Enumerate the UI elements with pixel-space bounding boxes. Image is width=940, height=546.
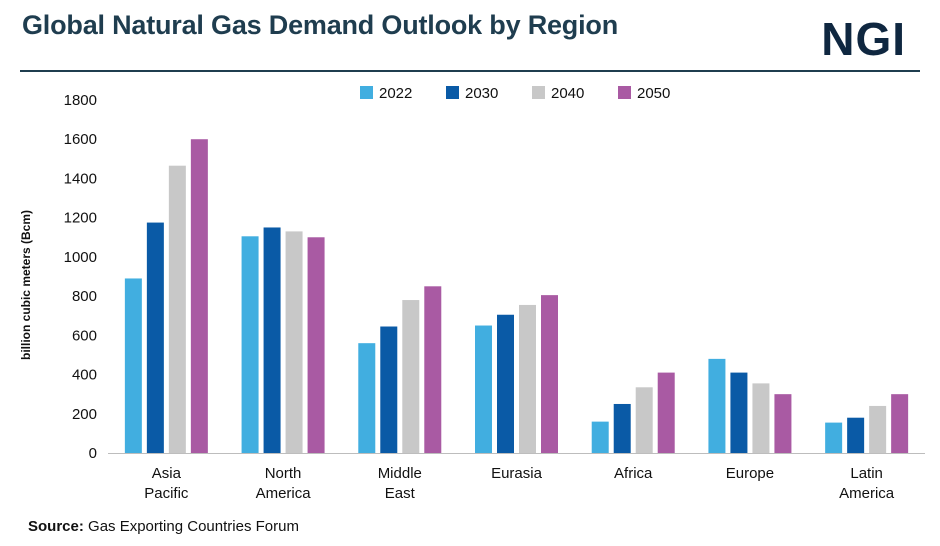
y-tick-label: 1800 bbox=[64, 92, 97, 109]
bar-2040 bbox=[635, 387, 653, 453]
y-tick-label: 0 bbox=[89, 445, 97, 462]
y-tick-label: 1600 bbox=[64, 131, 97, 148]
bar-2030 bbox=[380, 326, 398, 453]
y-tick-label: 1200 bbox=[64, 210, 97, 227]
bar-2022 bbox=[825, 422, 843, 453]
x-category-label: Pacific bbox=[144, 485, 189, 502]
x-category-label: Eurasia bbox=[491, 465, 543, 482]
x-axis: Asia Pacific North America Middle East Eurasia… bbox=[108, 453, 925, 502]
y-axis-label: billion cubic meters (Bcm) bbox=[19, 210, 33, 360]
legend-label-2050: 2050 bbox=[637, 85, 670, 102]
bar-2040 bbox=[285, 231, 303, 453]
x-category-label: Africa bbox=[614, 465, 653, 482]
x-category-label: Asia bbox=[152, 465, 182, 482]
y-tick-label: 200 bbox=[72, 406, 97, 423]
bar-2030 bbox=[613, 403, 631, 453]
legend-swatch-2040 bbox=[532, 86, 545, 99]
bars-group bbox=[124, 139, 909, 454]
ngi-logo: NGI bbox=[821, 13, 906, 65]
legend-swatch-2022 bbox=[360, 86, 373, 99]
x-category-label: America bbox=[256, 485, 312, 502]
legend: 2022 2030 2040 2050 bbox=[360, 85, 670, 102]
source-label: Source: bbox=[28, 518, 84, 535]
y-tick-label: 800 bbox=[72, 288, 97, 305]
bar-2022 bbox=[591, 421, 609, 453]
x-category-label: Middle bbox=[378, 465, 422, 482]
legend-swatch-2030 bbox=[446, 86, 459, 99]
bar-2030 bbox=[730, 372, 748, 453]
bar-2030 bbox=[263, 227, 281, 453]
bar-2030 bbox=[146, 222, 164, 453]
source-note: Source: Gas Exporting Countries Forum bbox=[28, 518, 299, 535]
legend-label-2030: 2030 bbox=[465, 85, 498, 102]
legend-swatch-2050 bbox=[618, 86, 631, 99]
y-tick-label: 1000 bbox=[64, 249, 97, 266]
bar-2022 bbox=[475, 325, 492, 453]
title-divider bbox=[20, 70, 920, 72]
y-axis: 0 200 400 600 800 1000 1200 1400 1600 1800 bbox=[64, 92, 97, 462]
x-category-label: East bbox=[385, 485, 416, 502]
legend-label-2040: 2040 bbox=[551, 85, 584, 102]
bar-2050 bbox=[657, 372, 675, 453]
bar-2022 bbox=[124, 278, 142, 453]
bar-2040 bbox=[519, 304, 536, 453]
bar-2022 bbox=[358, 343, 376, 453]
bar-2050 bbox=[190, 139, 208, 453]
bar-2050 bbox=[891, 394, 909, 453]
bar-2030 bbox=[497, 314, 514, 453]
legend-label-2022: 2022 bbox=[379, 85, 412, 102]
chart-title: Global Natural Gas Demand Outlook by Reg… bbox=[22, 10, 618, 40]
bar-2050 bbox=[774, 394, 792, 453]
bar-2040 bbox=[402, 300, 420, 453]
bar-2022 bbox=[241, 236, 259, 453]
y-tick-label: 1400 bbox=[64, 170, 97, 187]
bar-2040 bbox=[869, 405, 887, 453]
bar-2030 bbox=[847, 417, 865, 453]
bar-2050 bbox=[541, 295, 558, 453]
source-text: Gas Exporting Countries Forum bbox=[88, 518, 299, 535]
bar-2050 bbox=[424, 286, 442, 453]
x-category-label: North bbox=[265, 465, 302, 482]
x-category-label: America bbox=[839, 485, 895, 502]
bar-2022 bbox=[708, 358, 726, 453]
y-tick-label: 600 bbox=[72, 327, 97, 344]
x-category-label: Latin bbox=[850, 465, 883, 482]
bar-2040 bbox=[752, 383, 770, 453]
y-tick-label: 400 bbox=[72, 367, 97, 384]
x-category-label: Europe bbox=[726, 465, 774, 482]
bar-2040 bbox=[168, 165, 186, 454]
bar-2050 bbox=[307, 237, 325, 453]
